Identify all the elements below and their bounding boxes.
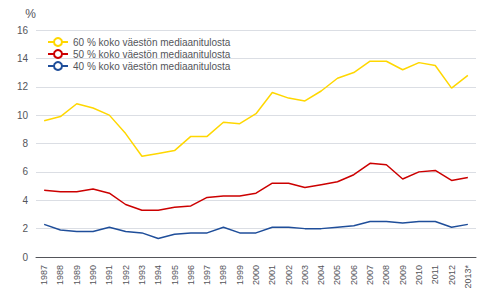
svg-text:12: 12 [17,81,29,92]
svg-text:0: 0 [22,252,28,263]
svg-text:2000: 2000 [251,265,261,285]
svg-text:1990: 1990 [88,265,98,285]
svg-text:1993: 1993 [137,265,147,285]
svg-text:2013*: 2013* [463,265,473,289]
svg-text:2006: 2006 [349,265,359,285]
svg-text:1999: 1999 [235,265,245,285]
svg-text:10: 10 [17,110,29,121]
svg-text:%: % [25,7,36,21]
svg-text:1997: 1997 [202,265,212,285]
svg-text:1994: 1994 [153,265,163,285]
svg-text:2007: 2007 [365,265,375,285]
svg-text:1991: 1991 [104,265,114,285]
svg-text:2012: 2012 [447,265,457,285]
svg-text:2011: 2011 [430,265,440,284]
svg-text:1989: 1989 [72,265,82,285]
svg-text:2009: 2009 [398,265,408,285]
svg-text:2: 2 [22,223,28,234]
svg-text:2005: 2005 [332,265,342,285]
svg-text:2010: 2010 [414,265,424,285]
svg-text:2004: 2004 [316,265,326,285]
svg-text:2003: 2003 [300,265,310,285]
svg-text:16: 16 [17,25,29,36]
svg-text:2002: 2002 [284,265,294,285]
svg-text:60 % koko väestön mediaanitulo: 60 % koko väestön mediaanitulosta [73,37,231,48]
svg-text:1987: 1987 [39,265,49,285]
svg-text:8: 8 [22,138,28,149]
svg-text:2008: 2008 [381,265,391,285]
svg-text:1995: 1995 [170,265,180,285]
svg-text:2001: 2001 [267,265,277,285]
svg-text:50 % koko väestön mediaanitulo: 50 % koko väestön mediaanitulosta [73,49,231,60]
svg-text:1992: 1992 [121,265,131,285]
svg-text:1988: 1988 [55,265,65,285]
svg-text:6: 6 [22,166,28,177]
svg-text:40 % koko väestön mediaanitulo: 40 % koko väestön mediaanitulosta [73,61,231,72]
svg-text:1998: 1998 [218,265,228,285]
svg-text:1996: 1996 [186,265,196,285]
svg-text:4: 4 [22,195,28,206]
svg-text:14: 14 [17,53,29,64]
